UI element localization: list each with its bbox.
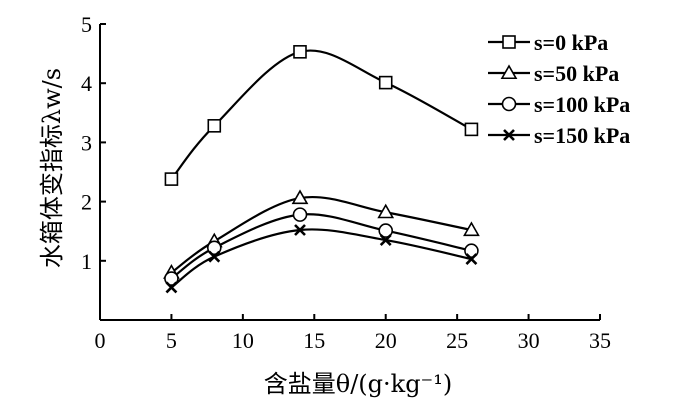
data-point (291, 189, 309, 205)
y-tick-label: 5 (81, 12, 92, 37)
series-1 (163, 189, 480, 279)
data-point (165, 281, 178, 294)
data-point (379, 234, 392, 246)
series-layer (163, 45, 480, 294)
legend-marker (502, 35, 516, 49)
data-point (378, 223, 394, 238)
x-tick-label: 0 (95, 328, 106, 353)
x-tick-label: 20 (375, 328, 397, 353)
legend-entry: s=0 kPa (488, 30, 608, 55)
series-line (170, 196, 472, 274)
data-point (377, 203, 395, 219)
data-point (378, 75, 393, 90)
x-ticks: 0 5 10 15 20 25 30 35 (95, 314, 611, 353)
y-ticks: 1 2 3 4 5 (81, 12, 106, 274)
x-tick-label: 25 (446, 328, 468, 353)
legend-marker (500, 64, 518, 80)
x-tick-label: 30 (518, 328, 540, 353)
legend-label: s=100 kPa (534, 92, 630, 117)
data-point (292, 207, 308, 222)
data-point (207, 119, 222, 133)
y-tick-label: 4 (81, 71, 92, 96)
data-point (206, 240, 222, 256)
data-point (293, 45, 307, 59)
data-point (164, 271, 179, 286)
data-point (164, 172, 179, 186)
x-axis-title: 含盐量θ/(g·kg⁻¹) (264, 370, 452, 398)
axes (99, 24, 600, 321)
series-3 (165, 224, 478, 294)
y-tick-label: 1 (81, 249, 92, 274)
legend-marker (501, 96, 517, 112)
y-tick-label: 2 (81, 190, 92, 215)
y-axis-title: 水箱体变指标λw/s (38, 68, 66, 268)
legend-entry: s=50 kPa (488, 61, 619, 86)
x-tick-label: 5 (166, 328, 177, 353)
data-point (294, 224, 306, 236)
legend-label: s=50 kPa (534, 61, 619, 86)
x-tick-label: 10 (232, 328, 254, 353)
legend-entry: s=100 kPa (488, 92, 630, 117)
series-2 (164, 207, 479, 286)
data-point (208, 250, 221, 263)
data-point (465, 253, 478, 265)
y-tick-label: 3 (81, 130, 92, 155)
legend: s=0 kPa s=50 kPa s=100 kPa s=150 kPa (488, 30, 630, 148)
data-point (464, 122, 479, 137)
legend-label: s=0 kPa (534, 30, 608, 55)
legend-label: s=150 kPa (534, 123, 630, 148)
legend-entry: s=150 kPa (488, 123, 630, 148)
series-line (170, 49, 472, 180)
x-tick-label: 15 (303, 328, 325, 353)
legend-marker (503, 129, 515, 141)
x-tick-label: 35 (589, 328, 611, 353)
series-0 (164, 45, 479, 186)
data-point (463, 221, 480, 237)
